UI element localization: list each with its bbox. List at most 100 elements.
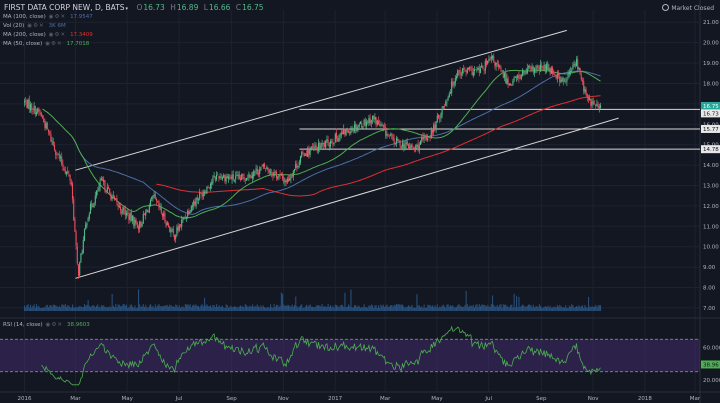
rsi-band-fill bbox=[0, 339, 700, 372]
candle-body bbox=[491, 55, 494, 58]
candle-body bbox=[409, 147, 411, 148]
candle-body bbox=[104, 180, 106, 191]
indicator-settings-icons[interactable]: ◉⚙✕ bbox=[45, 322, 63, 328]
volume-bar bbox=[37, 306, 39, 311]
indicator-ma200[interactable]: MA (200, close) ◉⚙✕ 17.3409 bbox=[3, 32, 93, 38]
candle-body bbox=[172, 228, 174, 234]
symbol-title[interactable]: FIRST DATA CORP NEW, D, BATS bbox=[4, 3, 125, 12]
candle-body bbox=[555, 75, 557, 79]
volume-bar bbox=[410, 306, 412, 311]
indicator-value-2: 6M bbox=[57, 23, 66, 29]
candle-body bbox=[524, 73, 526, 75]
candle-body bbox=[340, 132, 342, 136]
candle-body bbox=[598, 106, 600, 109]
candle-body bbox=[140, 221, 142, 226]
candle-body bbox=[349, 131, 351, 134]
volume-bar bbox=[165, 305, 167, 311]
indicator-label: MA (100, close) bbox=[3, 14, 46, 20]
volume-bar bbox=[458, 304, 460, 311]
candle-body bbox=[242, 174, 244, 177]
y-axis-tick: 13.00 bbox=[703, 183, 719, 189]
candle-body bbox=[525, 72, 527, 73]
candle-body bbox=[137, 226, 140, 230]
rsi-value-label: 38.96 bbox=[703, 362, 719, 368]
volume-bar bbox=[466, 304, 468, 311]
candle-body bbox=[328, 145, 330, 147]
candle-body bbox=[531, 66, 533, 69]
candle-body bbox=[145, 211, 147, 216]
volume-bar bbox=[537, 307, 539, 311]
volume-bar bbox=[248, 306, 250, 311]
volume-bar bbox=[326, 306, 328, 311]
indicator-ma100[interactable]: MA (100, close) ◉⚙✕ 17.9547 bbox=[3, 14, 93, 20]
candle-body bbox=[358, 124, 360, 126]
candle-body bbox=[458, 70, 460, 72]
volume-bar bbox=[205, 305, 207, 311]
candle-body bbox=[379, 124, 381, 126]
candle-body bbox=[291, 175, 293, 177]
candle-body bbox=[535, 68, 537, 70]
volume-bar bbox=[238, 306, 240, 311]
volume-bar bbox=[321, 304, 323, 311]
candle-body bbox=[211, 182, 213, 185]
volume-bar bbox=[381, 305, 383, 311]
candle-body bbox=[374, 116, 376, 120]
volume-bar bbox=[217, 307, 219, 311]
volume-bar bbox=[530, 305, 532, 311]
volume-bar bbox=[478, 304, 480, 311]
candle-body bbox=[495, 62, 497, 67]
volume-bar bbox=[540, 305, 542, 311]
candle-body bbox=[591, 101, 593, 106]
indicator-ma50[interactable]: MA (50, close) ◉⚙✕ 17.7018 bbox=[3, 41, 89, 47]
volume-bar bbox=[435, 307, 437, 311]
volume-bar bbox=[469, 305, 471, 311]
candle-body bbox=[398, 140, 400, 142]
candle-body bbox=[454, 78, 456, 84]
rsi-legend[interactable]: RSI (14, close) ◉⚙✕ 38.9603 bbox=[3, 322, 90, 328]
volume-bar bbox=[139, 304, 141, 311]
candle-body bbox=[308, 148, 310, 155]
volume-bar bbox=[232, 306, 234, 311]
volume-bar bbox=[106, 306, 108, 311]
candle-body bbox=[261, 166, 263, 167]
indicator-settings-icons[interactable]: ◉⚙✕ bbox=[27, 23, 45, 29]
volume-bar bbox=[512, 307, 514, 311]
indicator-volume[interactable]: Vol (20) ◉⚙✕ 3K 6M bbox=[3, 23, 66, 29]
volume-bar bbox=[424, 307, 426, 311]
candle-body bbox=[124, 209, 126, 216]
volume-bar bbox=[535, 306, 537, 311]
candle-body bbox=[341, 132, 344, 134]
candle-body bbox=[350, 130, 352, 134]
volume-bar bbox=[393, 304, 395, 311]
volume-bar bbox=[258, 306, 260, 311]
indicator-settings-icons[interactable]: ◉⚙✕ bbox=[48, 32, 67, 38]
indicator-settings-icons[interactable]: ◉⚙✕ bbox=[45, 41, 63, 47]
indicator-label: Vol (20) bbox=[3, 23, 25, 29]
candle-body bbox=[29, 104, 32, 111]
candle-body bbox=[193, 201, 195, 206]
volume-bar bbox=[246, 305, 248, 311]
volume-bar bbox=[385, 305, 387, 311]
candle-body bbox=[250, 176, 252, 178]
volume-bar bbox=[439, 306, 441, 311]
volume-bar bbox=[376, 307, 378, 311]
volume-bar bbox=[295, 296, 297, 311]
candle-body bbox=[183, 218, 185, 220]
volume-bar bbox=[46, 304, 48, 311]
indicator-settings-icons[interactable]: ◉⚙✕ bbox=[48, 14, 67, 20]
candle-body bbox=[197, 199, 200, 201]
chevron-down-icon[interactable]: ▾ bbox=[125, 6, 129, 12]
candle-body bbox=[305, 154, 308, 156]
volume-bar bbox=[97, 304, 99, 311]
volume-bar bbox=[231, 307, 233, 311]
x-axis-tick: 2016 bbox=[18, 396, 32, 402]
volume-bar bbox=[194, 305, 196, 311]
candle-body bbox=[478, 67, 480, 73]
volume-bar bbox=[594, 306, 596, 311]
candle-body bbox=[238, 174, 240, 179]
candle-body bbox=[245, 178, 248, 181]
volume-bar bbox=[182, 306, 184, 311]
candle-body bbox=[477, 67, 479, 70]
candle-body bbox=[536, 65, 538, 71]
